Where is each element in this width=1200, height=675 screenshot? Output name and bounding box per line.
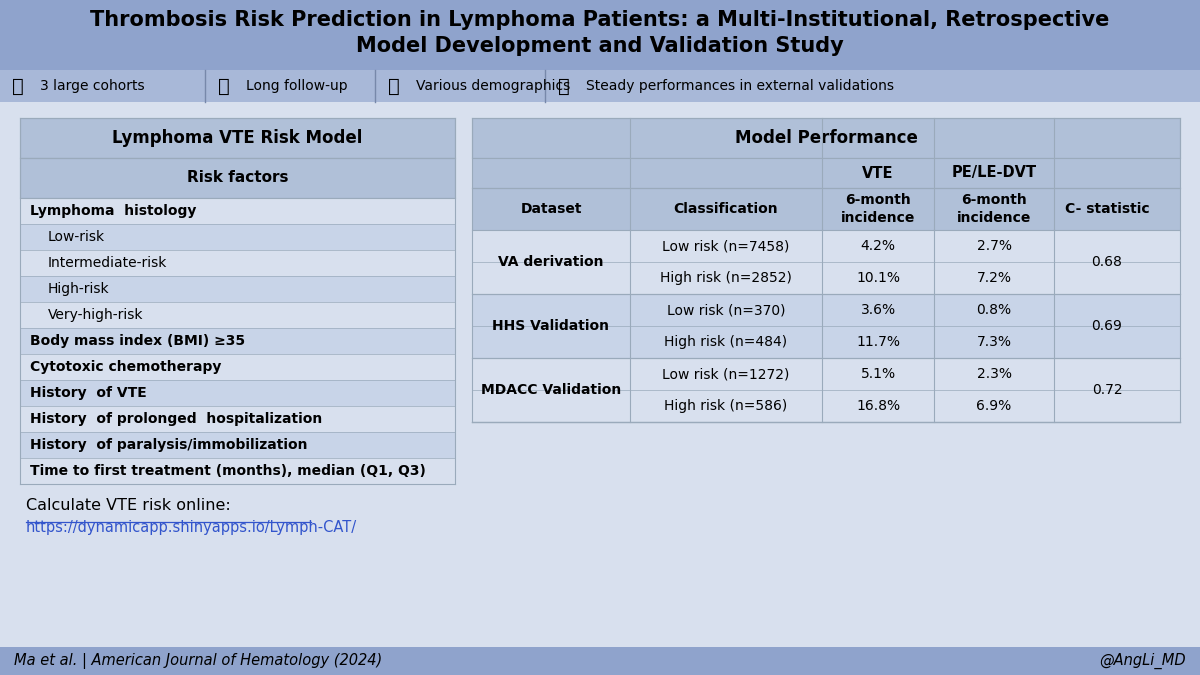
FancyBboxPatch shape xyxy=(0,0,1200,70)
FancyBboxPatch shape xyxy=(20,118,455,158)
Text: Low risk (n=1272): Low risk (n=1272) xyxy=(662,367,790,381)
Text: 🗓: 🗓 xyxy=(218,76,229,95)
FancyBboxPatch shape xyxy=(20,458,455,484)
FancyBboxPatch shape xyxy=(472,262,1180,294)
FancyBboxPatch shape xyxy=(20,380,455,406)
Text: HHS Validation: HHS Validation xyxy=(492,319,610,333)
FancyBboxPatch shape xyxy=(0,647,1200,675)
Text: Classification: Classification xyxy=(673,202,779,216)
Text: @AngLi_MD: @AngLi_MD xyxy=(1099,653,1186,669)
Text: Very-high-risk: Very-high-risk xyxy=(48,308,144,322)
Text: 0.8%: 0.8% xyxy=(977,303,1012,317)
Text: 0.69: 0.69 xyxy=(1092,319,1122,333)
Text: Thrombosis Risk Prediction in Lymphoma Patients: a Multi-Institutional, Retrospe: Thrombosis Risk Prediction in Lymphoma P… xyxy=(90,10,1110,30)
Text: Low risk (n=370): Low risk (n=370) xyxy=(667,303,785,317)
Text: 4.2%: 4.2% xyxy=(860,239,895,253)
FancyBboxPatch shape xyxy=(0,70,1200,102)
Text: 🧵: 🧵 xyxy=(558,76,570,95)
Text: 11.7%: 11.7% xyxy=(856,335,900,349)
Text: Model Performance: Model Performance xyxy=(734,129,918,147)
Text: MDACC Validation: MDACC Validation xyxy=(481,383,622,397)
Text: 16.8%: 16.8% xyxy=(856,399,900,413)
Text: Low risk (n=7458): Low risk (n=7458) xyxy=(662,239,790,253)
FancyBboxPatch shape xyxy=(20,198,455,224)
Text: High risk (n=586): High risk (n=586) xyxy=(665,399,787,413)
FancyBboxPatch shape xyxy=(20,432,455,458)
Text: 7.2%: 7.2% xyxy=(977,271,1012,285)
Text: High-risk: High-risk xyxy=(48,282,109,296)
Text: Risk factors: Risk factors xyxy=(187,171,288,186)
Text: VTE: VTE xyxy=(863,165,894,180)
Text: 3 large cohorts: 3 large cohorts xyxy=(40,79,145,93)
FancyBboxPatch shape xyxy=(472,158,1180,188)
Text: VA derivation: VA derivation xyxy=(498,255,604,269)
Text: Intermediate-risk: Intermediate-risk xyxy=(48,256,167,270)
FancyBboxPatch shape xyxy=(20,276,455,302)
FancyBboxPatch shape xyxy=(20,354,455,380)
Text: Steady performances in external validations: Steady performances in external validati… xyxy=(586,79,894,93)
Text: Lymphoma VTE Risk Model: Lymphoma VTE Risk Model xyxy=(113,129,362,147)
Text: Time to first treatment (months), median (Q1, Q3): Time to first treatment (months), median… xyxy=(30,464,426,478)
Text: Dataset: Dataset xyxy=(521,202,582,216)
FancyBboxPatch shape xyxy=(20,302,455,328)
FancyBboxPatch shape xyxy=(472,118,1180,158)
FancyBboxPatch shape xyxy=(20,224,455,250)
Text: 6-month
incidence: 6-month incidence xyxy=(841,193,916,225)
Text: Ma et al. | American Journal of Hematology (2024): Ma et al. | American Journal of Hematolo… xyxy=(14,653,383,669)
Text: Cytotoxic chemotherapy: Cytotoxic chemotherapy xyxy=(30,360,221,374)
Text: 🌍: 🌍 xyxy=(388,76,400,95)
Text: https://dynamicapp.shinyapps.io/Lymph-CAT/: https://dynamicapp.shinyapps.io/Lymph-CA… xyxy=(26,520,358,535)
Text: 6.9%: 6.9% xyxy=(977,399,1012,413)
Text: 2.3%: 2.3% xyxy=(977,367,1012,381)
Text: 7.3%: 7.3% xyxy=(977,335,1012,349)
Text: 2.7%: 2.7% xyxy=(977,239,1012,253)
Text: Model Development and Validation Study: Model Development and Validation Study xyxy=(356,36,844,56)
Text: Various demographics: Various demographics xyxy=(416,79,570,93)
Text: Body mass index (BMI) ≥35: Body mass index (BMI) ≥35 xyxy=(30,334,245,348)
Text: 6-month
incidence: 6-month incidence xyxy=(956,193,1031,225)
FancyBboxPatch shape xyxy=(20,328,455,354)
Text: Low-risk: Low-risk xyxy=(48,230,106,244)
FancyBboxPatch shape xyxy=(472,188,1180,230)
Text: History  of prolonged  hospitalization: History of prolonged hospitalization xyxy=(30,412,323,426)
FancyBboxPatch shape xyxy=(20,250,455,276)
FancyBboxPatch shape xyxy=(20,158,455,198)
FancyBboxPatch shape xyxy=(472,326,1180,358)
Text: History  of VTE: History of VTE xyxy=(30,386,146,400)
FancyBboxPatch shape xyxy=(472,294,1180,326)
Text: C- statistic: C- statistic xyxy=(1064,202,1150,216)
Text: 0.72: 0.72 xyxy=(1092,383,1122,397)
FancyBboxPatch shape xyxy=(20,406,455,432)
FancyBboxPatch shape xyxy=(472,358,1180,390)
Text: 3.6%: 3.6% xyxy=(860,303,895,317)
FancyBboxPatch shape xyxy=(472,230,1180,262)
Text: High risk (n=2852): High risk (n=2852) xyxy=(660,271,792,285)
Text: History  of paralysis/immobilization: History of paralysis/immobilization xyxy=(30,438,307,452)
Text: 👥: 👥 xyxy=(12,76,24,95)
FancyBboxPatch shape xyxy=(472,390,1180,422)
FancyBboxPatch shape xyxy=(0,102,1200,647)
Text: Lymphoma  histology: Lymphoma histology xyxy=(30,204,197,218)
Text: Long follow-up: Long follow-up xyxy=(246,79,348,93)
Text: High risk (n=484): High risk (n=484) xyxy=(665,335,787,349)
Text: 10.1%: 10.1% xyxy=(856,271,900,285)
Text: 0.68: 0.68 xyxy=(1092,255,1122,269)
Text: 5.1%: 5.1% xyxy=(860,367,895,381)
Text: Calculate VTE risk online:: Calculate VTE risk online: xyxy=(26,498,230,513)
Text: PE/LE-DVT: PE/LE-DVT xyxy=(952,165,1037,180)
